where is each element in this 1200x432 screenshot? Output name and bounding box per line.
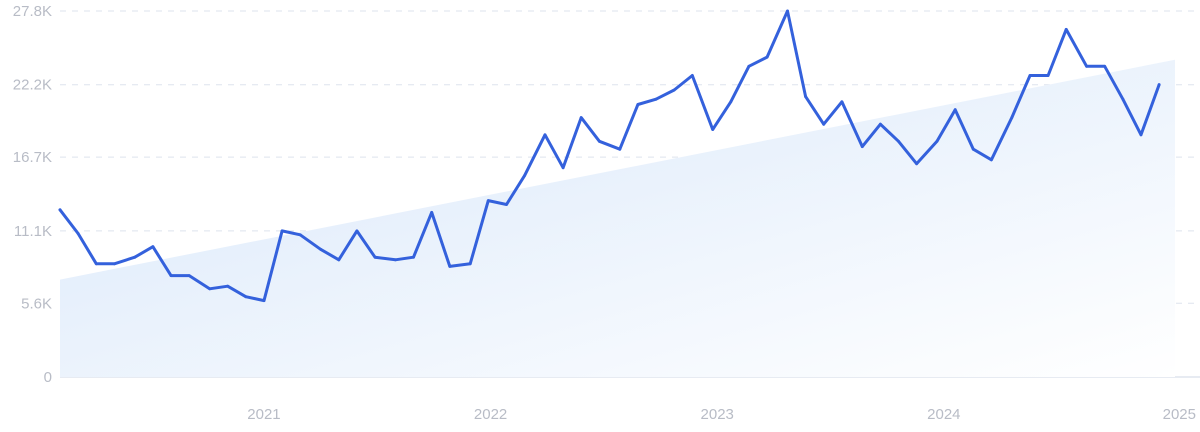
x-tick-label: 2024 [927, 406, 960, 423]
data-point [561, 166, 565, 170]
data-point [543, 133, 547, 137]
data-point [505, 203, 508, 206]
data-point [804, 95, 807, 98]
data-point [729, 100, 733, 104]
data-point [113, 262, 116, 266]
data-point [1121, 97, 1125, 101]
data-point [990, 158, 993, 162]
y-tick-label: 5.6K [21, 295, 52, 312]
data-point [76, 232, 80, 235]
data-point [672, 88, 676, 92]
data-point [394, 258, 397, 262]
data-point [94, 262, 98, 266]
trend-area [60, 59, 1175, 378]
data-point [1064, 28, 1068, 31]
data-points [58, 9, 1161, 302]
data-point [840, 100, 844, 104]
data-point [133, 255, 137, 259]
data-point [618, 147, 622, 151]
data-point [244, 295, 248, 299]
data-point [1010, 116, 1014, 119]
data-point [208, 287, 212, 291]
y-tick-label: 27.8K [13, 3, 52, 20]
data-point [187, 274, 191, 277]
data-point [1103, 64, 1107, 68]
data-point [1046, 74, 1050, 77]
data-point [879, 122, 882, 126]
data-point [1157, 83, 1161, 87]
data-point [690, 74, 694, 77]
data-point [319, 247, 322, 251]
y-tick-label: 16.7K [13, 149, 52, 166]
data-point [337, 258, 341, 262]
data-point [953, 108, 957, 112]
x-tick-label: 2022 [474, 406, 507, 423]
x-tick-label: 2023 [701, 406, 734, 423]
x-tick-label: 2025 [1163, 406, 1196, 423]
data-point [1028, 74, 1032, 77]
data-point [598, 139, 601, 143]
x-axis-labels: 2021 2022 2023 2024 2025 [247, 406, 1196, 423]
data-point [58, 208, 62, 212]
series-line [58, 9, 1161, 303]
data-point [226, 284, 230, 288]
data-point [151, 245, 155, 249]
y-tick-label: 22.2K [13, 77, 52, 94]
data-point [636, 103, 640, 106]
data-point [262, 299, 266, 302]
x-tick-label: 2021 [247, 406, 280, 423]
data-point [747, 64, 751, 68]
data-point [355, 229, 359, 233]
y-tick-label: 0 [44, 369, 52, 386]
data-point [1085, 64, 1088, 68]
data-point [579, 116, 583, 119]
data-point [1139, 133, 1143, 137]
data-point [468, 262, 472, 266]
data-point [412, 255, 415, 259]
data-point [915, 162, 918, 166]
data-point [430, 211, 434, 214]
data-point [935, 139, 939, 143]
data-point [711, 128, 715, 131]
data-point [822, 122, 826, 126]
data-point [765, 55, 769, 59]
data-point [971, 147, 975, 151]
y-axis-labels: 0 5.6K 11.1K 16.7K 22.2K 27.8K [13, 3, 52, 386]
data-point [373, 255, 377, 259]
data-point [169, 274, 173, 277]
data-point [486, 199, 490, 203]
data-point [897, 139, 900, 143]
data-point [654, 97, 658, 101]
data-point [860, 145, 864, 149]
data-point [280, 229, 284, 233]
data-point [448, 265, 452, 268]
data-point [523, 174, 526, 178]
data-point [786, 9, 789, 13]
y-tick-label: 11.1K [14, 223, 52, 240]
data-point [298, 233, 302, 237]
